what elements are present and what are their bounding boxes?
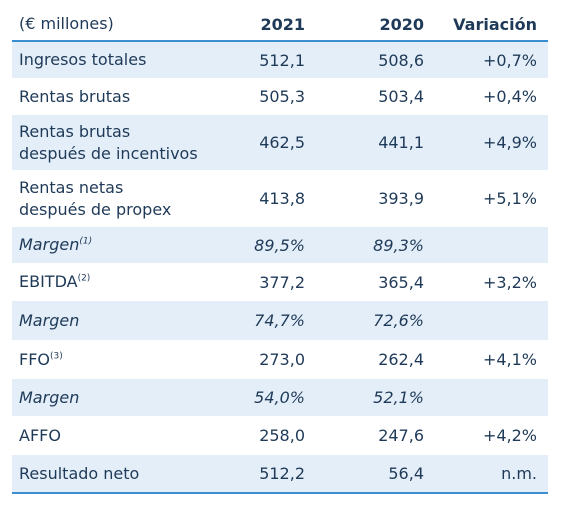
table-row: Rentas brutas 505,3 503,4 +0,4% [12,79,548,115]
row-label-text: Margen [19,235,80,254]
cell-2020: 56,4 [388,464,424,483]
table-row: Margen(1) 89,5% 89,3% [12,227,548,264]
cell-2021: 462,5 [259,133,305,152]
cell-variacion: n.m. [501,464,537,483]
cell-variacion: +4,1% [482,350,537,369]
cell-2021: 258,0 [259,426,305,445]
cell-2020: 247,6 [378,426,424,445]
footnote-ref: (2) [77,273,91,284]
row-label: Margen [12,387,246,409]
footnote-ref: (3) [50,351,63,362]
row-label-text: EBITDA [19,272,78,291]
row-label: Rentas netas después de propex [12,177,246,221]
table-row: Rentas netas después de propex 413,8 393… [12,171,548,227]
cell-variacion: +0,4% [482,87,537,106]
header-2021: 2021 [260,14,305,34]
row-label-line1: Rentas brutas [19,121,131,141]
cell-2021: 89,5% [254,235,305,255]
table-row: FFO(3) 273,0 262,4 +4,1% [12,341,548,379]
cell-2021: 505,3 [259,87,305,106]
cell-2020: 441,1 [378,133,424,152]
cell-2021: 74,7% [254,311,305,330]
footnote-ref: (1) [79,236,93,247]
header-2020: 2020 [379,14,424,34]
row-label-text: FFO [19,349,50,369]
cell-2020: 508,6 [378,50,424,70]
table-row: AFFO 258,0 247,6 +4,2% [12,417,548,455]
cell-2021: 512,2 [259,464,305,483]
table-row: Margen 54,0% 52,1% [12,379,548,417]
cell-variacion: +4,2% [482,426,537,445]
row-label: FFO(3) [12,349,246,371]
row-label: Margen(1) [12,234,246,256]
table-row: EBITDA(2) 377,2 365,4 +3,2% [12,264,548,301]
table-row: Resultado neto 512,2 56,4 n.m. [12,455,548,494]
cell-variacion: +4,9% [482,133,537,152]
cell-variacion: +3,2% [482,272,537,292]
row-label-text: Margen [19,387,80,407]
row-label-text: Rentas brutas [19,86,131,106]
row-label-line2: después de propex [19,199,172,219]
cell-2021: 54,0% [254,388,305,407]
table-row: Ingresos totales 512,1 508,6 +0,7% [12,42,548,79]
row-label: AFFO [12,425,246,447]
cell-2020: 503,4 [378,87,424,106]
row-label: Ingresos totales [12,49,246,71]
row-label: Resultado neto [12,463,246,485]
cell-2021: 377,2 [259,272,305,292]
cell-2021: 512,1 [259,50,305,70]
table-row: Margen 74,7% 72,6% [12,301,548,341]
cell-2021: 273,0 [259,350,305,369]
cell-variacion: +5,1% [482,189,537,208]
header-units: (€ millones) [19,14,114,33]
row-label: Rentas brutas [12,86,246,108]
row-label-line2: después de incentivos [19,143,198,163]
header-variacion: Variación [453,14,537,34]
cell-2020: 393,9 [378,189,424,208]
row-label-text: Margen [19,310,80,330]
row-label: EBITDA(2) [12,271,246,293]
row-label-line1: Rentas netas [19,177,124,197]
row-label-text: AFFO [19,425,61,445]
financial-table: (€ millones) 2021 2020 Variación Ingreso… [12,8,548,494]
row-label: Margen [12,310,246,332]
table-header: (€ millones) 2021 2020 Variación [12,8,548,42]
row-label: Rentas brutas después de incentivos [12,121,246,165]
cell-2020: 72,6% [373,311,424,330]
cell-2020: 52,1% [373,388,424,407]
cell-2020: 89,3% [373,235,424,255]
row-label-text: Resultado neto [19,463,140,483]
cell-variacion: +0,7% [482,50,537,70]
cell-2020: 365,4 [378,272,424,292]
cell-2020: 262,4 [378,350,424,369]
row-label-text: Ingresos totales [19,50,147,69]
table-row: Rentas brutas después de incentivos 462,… [12,115,548,171]
cell-2021: 413,8 [259,189,305,208]
